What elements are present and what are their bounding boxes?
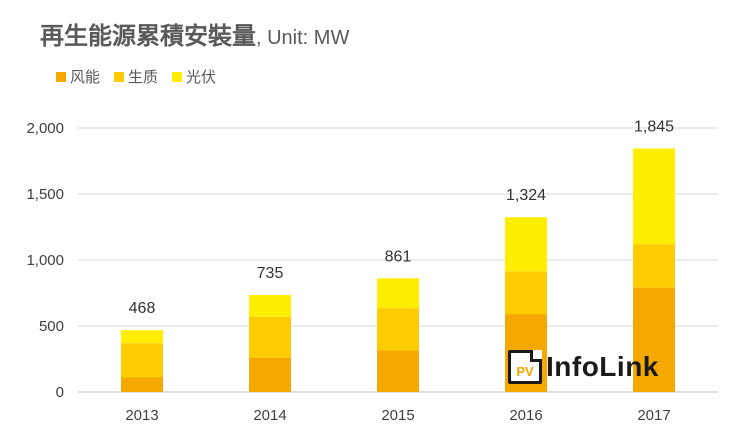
infolink-logo: PV InfoLink	[508, 350, 659, 384]
total-label: 1,324	[506, 187, 546, 204]
bar-segment-2015-1	[377, 308, 419, 351]
legend-swatch	[172, 71, 183, 82]
x-tick-label: 2015	[381, 407, 414, 424]
bar-segment-2015-2	[377, 278, 419, 309]
y-tick-label: 2,000	[26, 120, 64, 137]
bar-segment-2013-0	[121, 377, 163, 392]
logo-text: InfoLink	[546, 351, 659, 382]
bar-segment-2014-0	[249, 357, 291, 392]
bar-segment-2017-0	[633, 287, 675, 392]
bar-segment-2015-0	[377, 350, 419, 392]
legend-label: 生质	[128, 68, 159, 86]
chart-title-unit: , Unit: MW	[256, 27, 350, 49]
bar-segment-2016-2	[505, 217, 547, 272]
legend-swatch	[114, 71, 125, 82]
total-label: 468	[129, 300, 156, 317]
logo-badge: PV	[508, 350, 542, 384]
chart-title: 再生能源累積安裝量, Unit: MW	[40, 16, 349, 51]
legend-item-2: 光伏	[172, 66, 216, 87]
bar-segment-2013-2	[121, 330, 163, 344]
bar-segment-2017-1	[633, 244, 675, 288]
bar-segment-2013-1	[121, 343, 163, 378]
x-tick-label: 2013	[125, 407, 158, 424]
legend-swatch	[56, 71, 66, 82]
total-label: 735	[257, 265, 284, 282]
legend-label: 风能	[70, 68, 101, 86]
legend: 风能 生质 光伏	[56, 66, 216, 87]
y-tick-label: 500	[39, 318, 64, 335]
total-label: 1,845	[634, 118, 674, 135]
x-tick-label: 2017	[637, 407, 670, 424]
legend-item-1: 生质	[114, 66, 158, 87]
bar-segment-2017-2	[633, 148, 675, 245]
bar-segment-2014-1	[249, 316, 291, 358]
bar-segment-2014-2	[249, 294, 291, 317]
y-tick-label: 1,500	[26, 186, 64, 203]
y-tick-label: 1,000	[26, 252, 64, 269]
x-tick-label: 2016	[509, 407, 542, 424]
legend-item-0: 风能	[56, 66, 100, 87]
bar-segment-2016-1	[505, 271, 547, 315]
y-tick-label: 0	[56, 384, 64, 401]
legend-label: 光伏	[186, 68, 217, 86]
chart-title-main: 再生能源累積安裝量	[40, 22, 256, 50]
logo-badge-text: PV	[516, 364, 534, 379]
total-label: 861	[385, 248, 412, 265]
x-tick-label: 2014	[253, 407, 286, 424]
